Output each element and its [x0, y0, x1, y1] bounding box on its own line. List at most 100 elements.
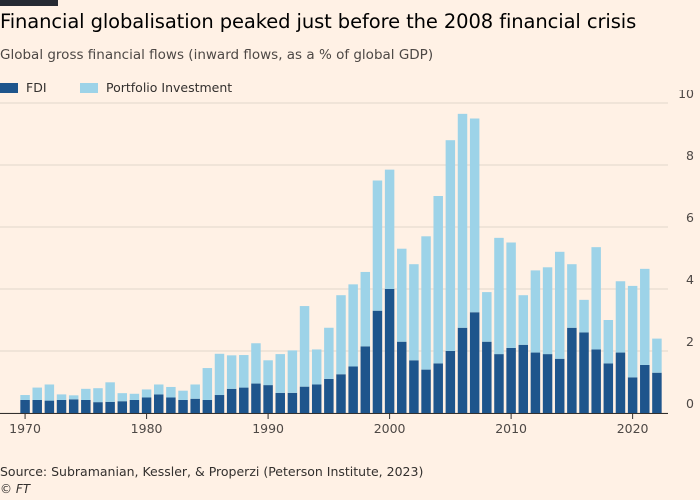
bar-fdi [603, 363, 614, 413]
bar-portfolio [202, 368, 213, 400]
bar-fdi [32, 399, 42, 413]
bar-portfolio [56, 394, 67, 400]
bar-portfolio [603, 320, 614, 364]
bar-fdi [20, 399, 30, 413]
bar-portfolio [44, 384, 55, 401]
bar-fdi [433, 363, 443, 413]
bar-fdi [214, 395, 225, 413]
bar-portfolio [263, 360, 273, 386]
bar-portfolio [530, 270, 541, 353]
source-note: Source: Subramanian, Kessler, & Properzi… [0, 464, 424, 479]
bar-portfolio [336, 295, 346, 375]
bar-fdi [469, 312, 480, 413]
bar-fdi [56, 399, 67, 413]
chart-title: Financial globalisation peaked just befo… [0, 10, 637, 33]
bar-fdi [336, 374, 346, 413]
bar-fdi [421, 369, 431, 413]
bar-fdi [311, 384, 322, 413]
bar-fdi [567, 327, 577, 413]
bar-portfolio [214, 353, 225, 396]
bar-fdi [105, 401, 115, 413]
bar-fdi [372, 310, 383, 413]
bar-portfolio [640, 268, 650, 365]
bar-fdi [190, 398, 200, 413]
bar-portfolio [445, 140, 456, 351]
bar-portfolio [518, 295, 529, 345]
chart-subtitle: Global gross financial flows (inward flo… [0, 47, 434, 63]
bar-portfolio [652, 338, 662, 373]
bar-portfolio [311, 349, 322, 385]
bar-chart: 0 2 4 6 8 10 1970 1980 1990 2000 2010 2020 [0, 90, 694, 436]
bar-fdi [202, 399, 213, 413]
bar-portfolio [567, 264, 577, 328]
bar-portfolio [591, 247, 601, 350]
legend-swatch-fdi [0, 83, 18, 93]
bar-portfolio [372, 180, 383, 311]
bar-fdi [324, 378, 334, 413]
bar-fdi [153, 394, 164, 413]
y-tick-label: 6 [686, 210, 694, 225]
bar-fdi [506, 347, 516, 413]
bar-fdi [591, 349, 601, 413]
bar-portfolio [251, 343, 261, 384]
bar-fdi [129, 399, 140, 413]
bar-fdi [299, 386, 310, 413]
legend-label-portfolio: Portfolio Investment [106, 80, 233, 95]
legend-swatch-portfolio [80, 83, 98, 93]
bar-portfolio [117, 393, 128, 402]
bar-portfolio [226, 355, 237, 389]
bar-fdi [530, 352, 541, 413]
bar-portfolio [105, 382, 115, 402]
bar-portfolio [360, 271, 371, 347]
bar-portfolio [579, 299, 589, 333]
bar-fdi [226, 388, 237, 413]
bar-portfolio [397, 248, 407, 342]
bar-fdi [348, 366, 358, 413]
bar-fdi [640, 364, 650, 413]
bar-portfolio [153, 384, 164, 395]
bar-portfolio [469, 118, 480, 313]
bar-portfolio [627, 285, 638, 378]
bar-fdi [44, 400, 55, 413]
bar-portfolio [409, 264, 419, 361]
bar-portfolio [32, 387, 42, 400]
bar-portfolio [287, 350, 298, 393]
bar-portfolio [433, 196, 443, 364]
legend-label-fdi: FDI [26, 80, 47, 95]
bar-portfolio [129, 393, 140, 400]
bar-fdi [482, 341, 492, 413]
bar-fdi [518, 344, 529, 413]
bar-fdi [166, 397, 176, 413]
y-tick-label: 2 [686, 334, 694, 349]
bar-fdi [494, 354, 504, 413]
bar-fdi [178, 399, 188, 413]
bar-portfolio [324, 327, 334, 379]
bar-fdi [239, 387, 249, 413]
bar-fdi [615, 352, 626, 413]
bar-fdi [457, 327, 468, 413]
bar-portfolio [81, 388, 91, 400]
bar-portfolio [348, 284, 358, 367]
bar-fdi [397, 341, 407, 413]
bar-portfolio [421, 236, 431, 370]
bar-portfolio [615, 281, 626, 353]
bar-fdi [542, 354, 553, 413]
bar-fdi [554, 358, 565, 413]
bar-fdi [117, 401, 128, 413]
y-tick-label: 10 [678, 90, 694, 101]
y-tick-label: 8 [686, 148, 694, 163]
bar-fdi [445, 351, 456, 413]
y-tick-label: 4 [686, 272, 694, 287]
bar-fdi [263, 385, 273, 413]
bar-fdi [360, 346, 371, 413]
bar-fdi [141, 397, 152, 413]
bar-fdi [652, 372, 662, 413]
bar-fdi [68, 399, 79, 413]
x-tick-label: 2020 [617, 421, 649, 436]
bar-fdi [251, 383, 261, 413]
x-tick-label: 1970 [9, 421, 41, 436]
bar-portfolio [190, 384, 200, 399]
top-accent-bar [0, 0, 58, 6]
bar-portfolio [482, 292, 492, 342]
bar-fdi [81, 399, 91, 413]
